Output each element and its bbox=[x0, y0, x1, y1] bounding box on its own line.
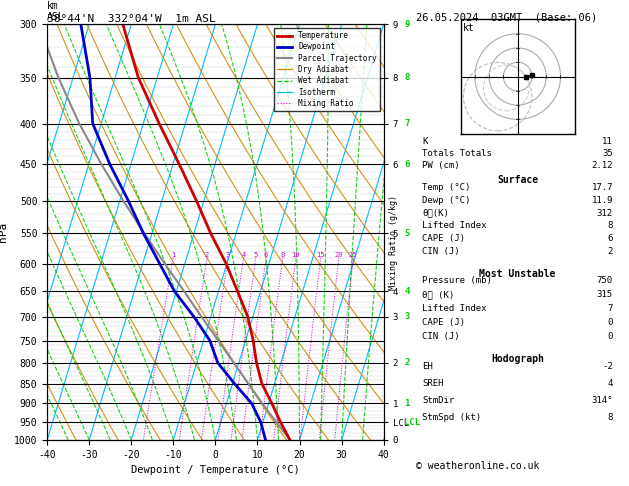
Text: Hodograph: Hodograph bbox=[491, 354, 544, 364]
Text: 35: 35 bbox=[602, 149, 613, 158]
Text: 3: 3 bbox=[226, 252, 230, 258]
Text: 2: 2 bbox=[404, 358, 410, 367]
Text: K: K bbox=[423, 137, 428, 146]
Text: km
ASL: km ASL bbox=[47, 0, 65, 22]
Text: 315: 315 bbox=[597, 290, 613, 299]
Text: CAPE (J): CAPE (J) bbox=[423, 318, 465, 327]
Text: 1: 1 bbox=[171, 252, 175, 258]
Text: 17.7: 17.7 bbox=[591, 183, 613, 192]
Text: 26.05.2024  03GMT  (Base: 06): 26.05.2024 03GMT (Base: 06) bbox=[416, 12, 598, 22]
Text: 0: 0 bbox=[608, 332, 613, 341]
Y-axis label: hPa: hPa bbox=[0, 222, 8, 242]
Text: 4: 4 bbox=[242, 252, 245, 258]
Text: © weatheronline.co.uk: © weatheronline.co.uk bbox=[416, 461, 540, 471]
Text: 2.12: 2.12 bbox=[591, 161, 613, 170]
Text: 2: 2 bbox=[608, 247, 613, 256]
Text: θᴄ (K): θᴄ (K) bbox=[423, 290, 455, 299]
Text: 5: 5 bbox=[404, 229, 410, 238]
Text: StmSpd (kt): StmSpd (kt) bbox=[423, 413, 482, 422]
Text: 8: 8 bbox=[608, 222, 613, 230]
Text: Temp (°C): Temp (°C) bbox=[423, 183, 471, 192]
X-axis label: Dewpoint / Temperature (°C): Dewpoint / Temperature (°C) bbox=[131, 465, 300, 475]
Text: Most Unstable: Most Unstable bbox=[479, 269, 556, 279]
Text: Totals Totals: Totals Totals bbox=[423, 149, 493, 158]
Text: 38°44'N  332°04'W  1m ASL: 38°44'N 332°04'W 1m ASL bbox=[47, 14, 216, 23]
Text: SREH: SREH bbox=[423, 379, 444, 388]
Text: 8: 8 bbox=[608, 413, 613, 422]
Text: 7: 7 bbox=[404, 119, 410, 128]
Text: 312: 312 bbox=[597, 209, 613, 218]
Text: 0: 0 bbox=[608, 318, 613, 327]
Text: EH: EH bbox=[423, 362, 433, 371]
Text: 6: 6 bbox=[608, 234, 613, 243]
Text: 20: 20 bbox=[335, 252, 343, 258]
Text: 4: 4 bbox=[608, 379, 613, 388]
Text: LCL: LCL bbox=[404, 417, 421, 427]
Text: Lifted Index: Lifted Index bbox=[423, 304, 487, 313]
Text: 15: 15 bbox=[316, 252, 325, 258]
Text: -2: -2 bbox=[602, 362, 613, 371]
Text: StmDir: StmDir bbox=[423, 396, 455, 405]
Text: 6: 6 bbox=[264, 252, 268, 258]
Text: 9: 9 bbox=[404, 20, 410, 29]
Text: 11.9: 11.9 bbox=[591, 196, 613, 205]
Text: Surface: Surface bbox=[497, 175, 538, 185]
Legend: Temperature, Dewpoint, Parcel Trajectory, Dry Adiabat, Wet Adiabat, Isotherm, Mi: Temperature, Dewpoint, Parcel Trajectory… bbox=[274, 28, 380, 111]
Text: kt: kt bbox=[463, 23, 475, 33]
Text: Lifted Index: Lifted Index bbox=[423, 222, 487, 230]
Text: 7: 7 bbox=[608, 304, 613, 313]
Text: 4: 4 bbox=[404, 287, 410, 295]
Text: Dewp (°C): Dewp (°C) bbox=[423, 196, 471, 205]
Text: Mixing Ratio (g/kg): Mixing Ratio (g/kg) bbox=[389, 195, 398, 291]
Text: 6: 6 bbox=[404, 160, 410, 169]
Text: 1: 1 bbox=[404, 399, 410, 408]
Text: CAPE (J): CAPE (J) bbox=[423, 234, 465, 243]
Text: 5: 5 bbox=[253, 252, 258, 258]
Text: θᴄ(K): θᴄ(K) bbox=[423, 209, 449, 218]
Text: 2: 2 bbox=[205, 252, 209, 258]
Text: Pressure (mb): Pressure (mb) bbox=[423, 277, 493, 285]
Text: CIN (J): CIN (J) bbox=[423, 247, 460, 256]
Text: 314°: 314° bbox=[591, 396, 613, 405]
Text: 11: 11 bbox=[602, 137, 613, 146]
Text: CIN (J): CIN (J) bbox=[423, 332, 460, 341]
Text: 3: 3 bbox=[404, 312, 410, 321]
Text: 8: 8 bbox=[281, 252, 285, 258]
Text: 750: 750 bbox=[597, 277, 613, 285]
Text: 10: 10 bbox=[292, 252, 300, 258]
Text: 8: 8 bbox=[404, 73, 410, 82]
Text: PW (cm): PW (cm) bbox=[423, 161, 460, 170]
Text: 25: 25 bbox=[349, 252, 357, 258]
